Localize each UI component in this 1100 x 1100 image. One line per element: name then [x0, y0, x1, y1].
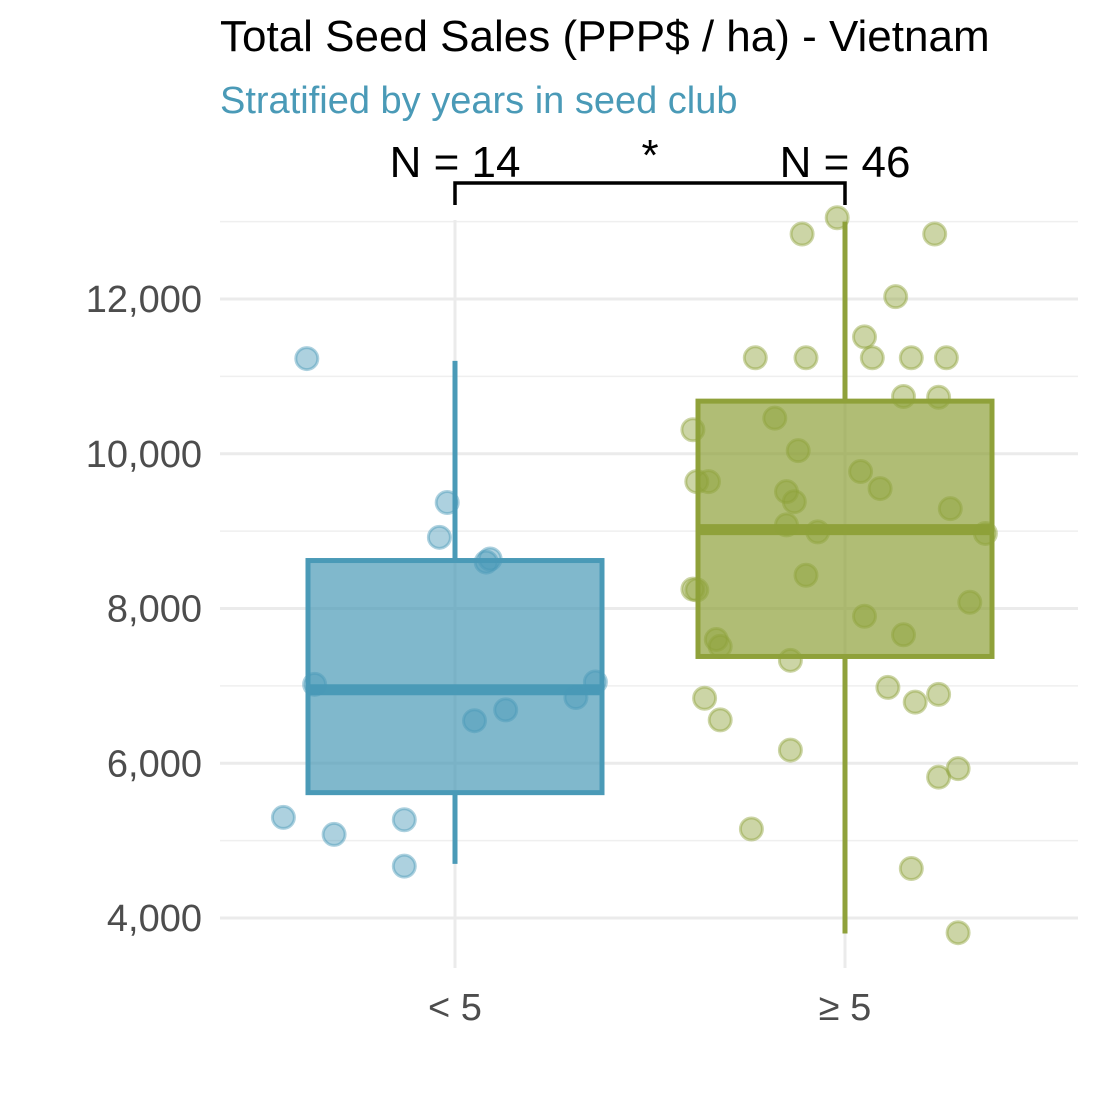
data-point — [898, 855, 924, 881]
data-point — [707, 633, 733, 659]
data-point — [793, 345, 819, 371]
data-point — [707, 707, 733, 733]
sample-size-label: N = 14 — [390, 138, 521, 187]
data-point — [294, 346, 320, 372]
data-point — [805, 519, 831, 545]
data-point — [852, 603, 877, 629]
data-point — [426, 524, 452, 550]
y-tick-label: 6,000 — [107, 743, 202, 785]
data-point — [891, 383, 916, 409]
data-point — [762, 405, 788, 431]
data-point — [789, 221, 815, 247]
data-point — [933, 345, 959, 371]
data-point — [462, 708, 487, 734]
data-point — [563, 684, 589, 710]
data-point — [922, 221, 948, 247]
data-point — [926, 681, 952, 707]
data-point — [680, 576, 706, 602]
data-point — [473, 549, 499, 575]
data-point — [793, 562, 819, 588]
significance-bracket — [453, 181, 847, 205]
significance-annotation: N = 14 N = 46 * — [390, 131, 911, 205]
data-point — [902, 689, 928, 715]
significance-star: * — [641, 131, 658, 180]
data-point — [321, 821, 347, 847]
data-point — [302, 671, 328, 697]
data-point — [738, 816, 764, 842]
data-point — [875, 674, 901, 700]
sample-size-label: N = 46 — [780, 138, 911, 187]
data-point — [824, 205, 850, 231]
data-point — [945, 920, 971, 946]
data-point — [774, 479, 799, 505]
data-point — [945, 756, 971, 782]
data-point — [391, 807, 417, 833]
chart-title: Total Seed Sales (PPP$ / ha) - Vietnam — [220, 12, 990, 61]
data-point — [937, 496, 963, 522]
data-point — [957, 589, 983, 615]
data-point — [696, 469, 721, 495]
data-point — [774, 512, 799, 538]
chart-subtitle: Stratified by years in seed club — [220, 80, 738, 122]
data-point — [270, 804, 296, 830]
y-tick-label: 4,000 — [107, 898, 202, 940]
data-point — [582, 669, 608, 695]
data-point — [434, 489, 460, 515]
y-tick-label: 10,000 — [86, 434, 202, 476]
data-point — [680, 417, 706, 443]
data-point — [742, 345, 768, 371]
data-point — [926, 384, 952, 410]
box-layer — [305, 221, 995, 934]
y-tick-label: 12,000 — [86, 279, 202, 321]
box-iqr — [305, 558, 605, 796]
data-point — [493, 697, 519, 723]
data-point — [972, 520, 998, 546]
data-point — [477, 546, 503, 572]
data-point — [692, 685, 718, 711]
data-point — [852, 324, 877, 350]
data-point — [867, 476, 893, 502]
y-axis: 4,000 6,000 8,000 10,000 12,000 — [86, 279, 202, 940]
x-tick-label: ≥ 5 — [819, 987, 872, 1029]
points-layer — [270, 205, 998, 946]
data-point — [777, 737, 803, 763]
data-point — [898, 345, 924, 371]
data-point — [391, 853, 417, 879]
data-point — [684, 577, 710, 603]
data-point — [777, 647, 803, 673]
data-point — [703, 626, 729, 652]
x-axis: < 5 ≥ 5 — [428, 987, 871, 1029]
data-point — [781, 489, 807, 515]
data-point — [684, 469, 710, 495]
data-point — [848, 459, 874, 485]
x-tick-label: < 5 — [428, 987, 482, 1029]
data-point — [859, 345, 885, 371]
data-point — [883, 284, 909, 310]
data-point — [891, 622, 916, 648]
y-tick-label: 8,000 — [107, 589, 202, 631]
data-point — [926, 764, 952, 790]
data-point — [785, 438, 811, 464]
